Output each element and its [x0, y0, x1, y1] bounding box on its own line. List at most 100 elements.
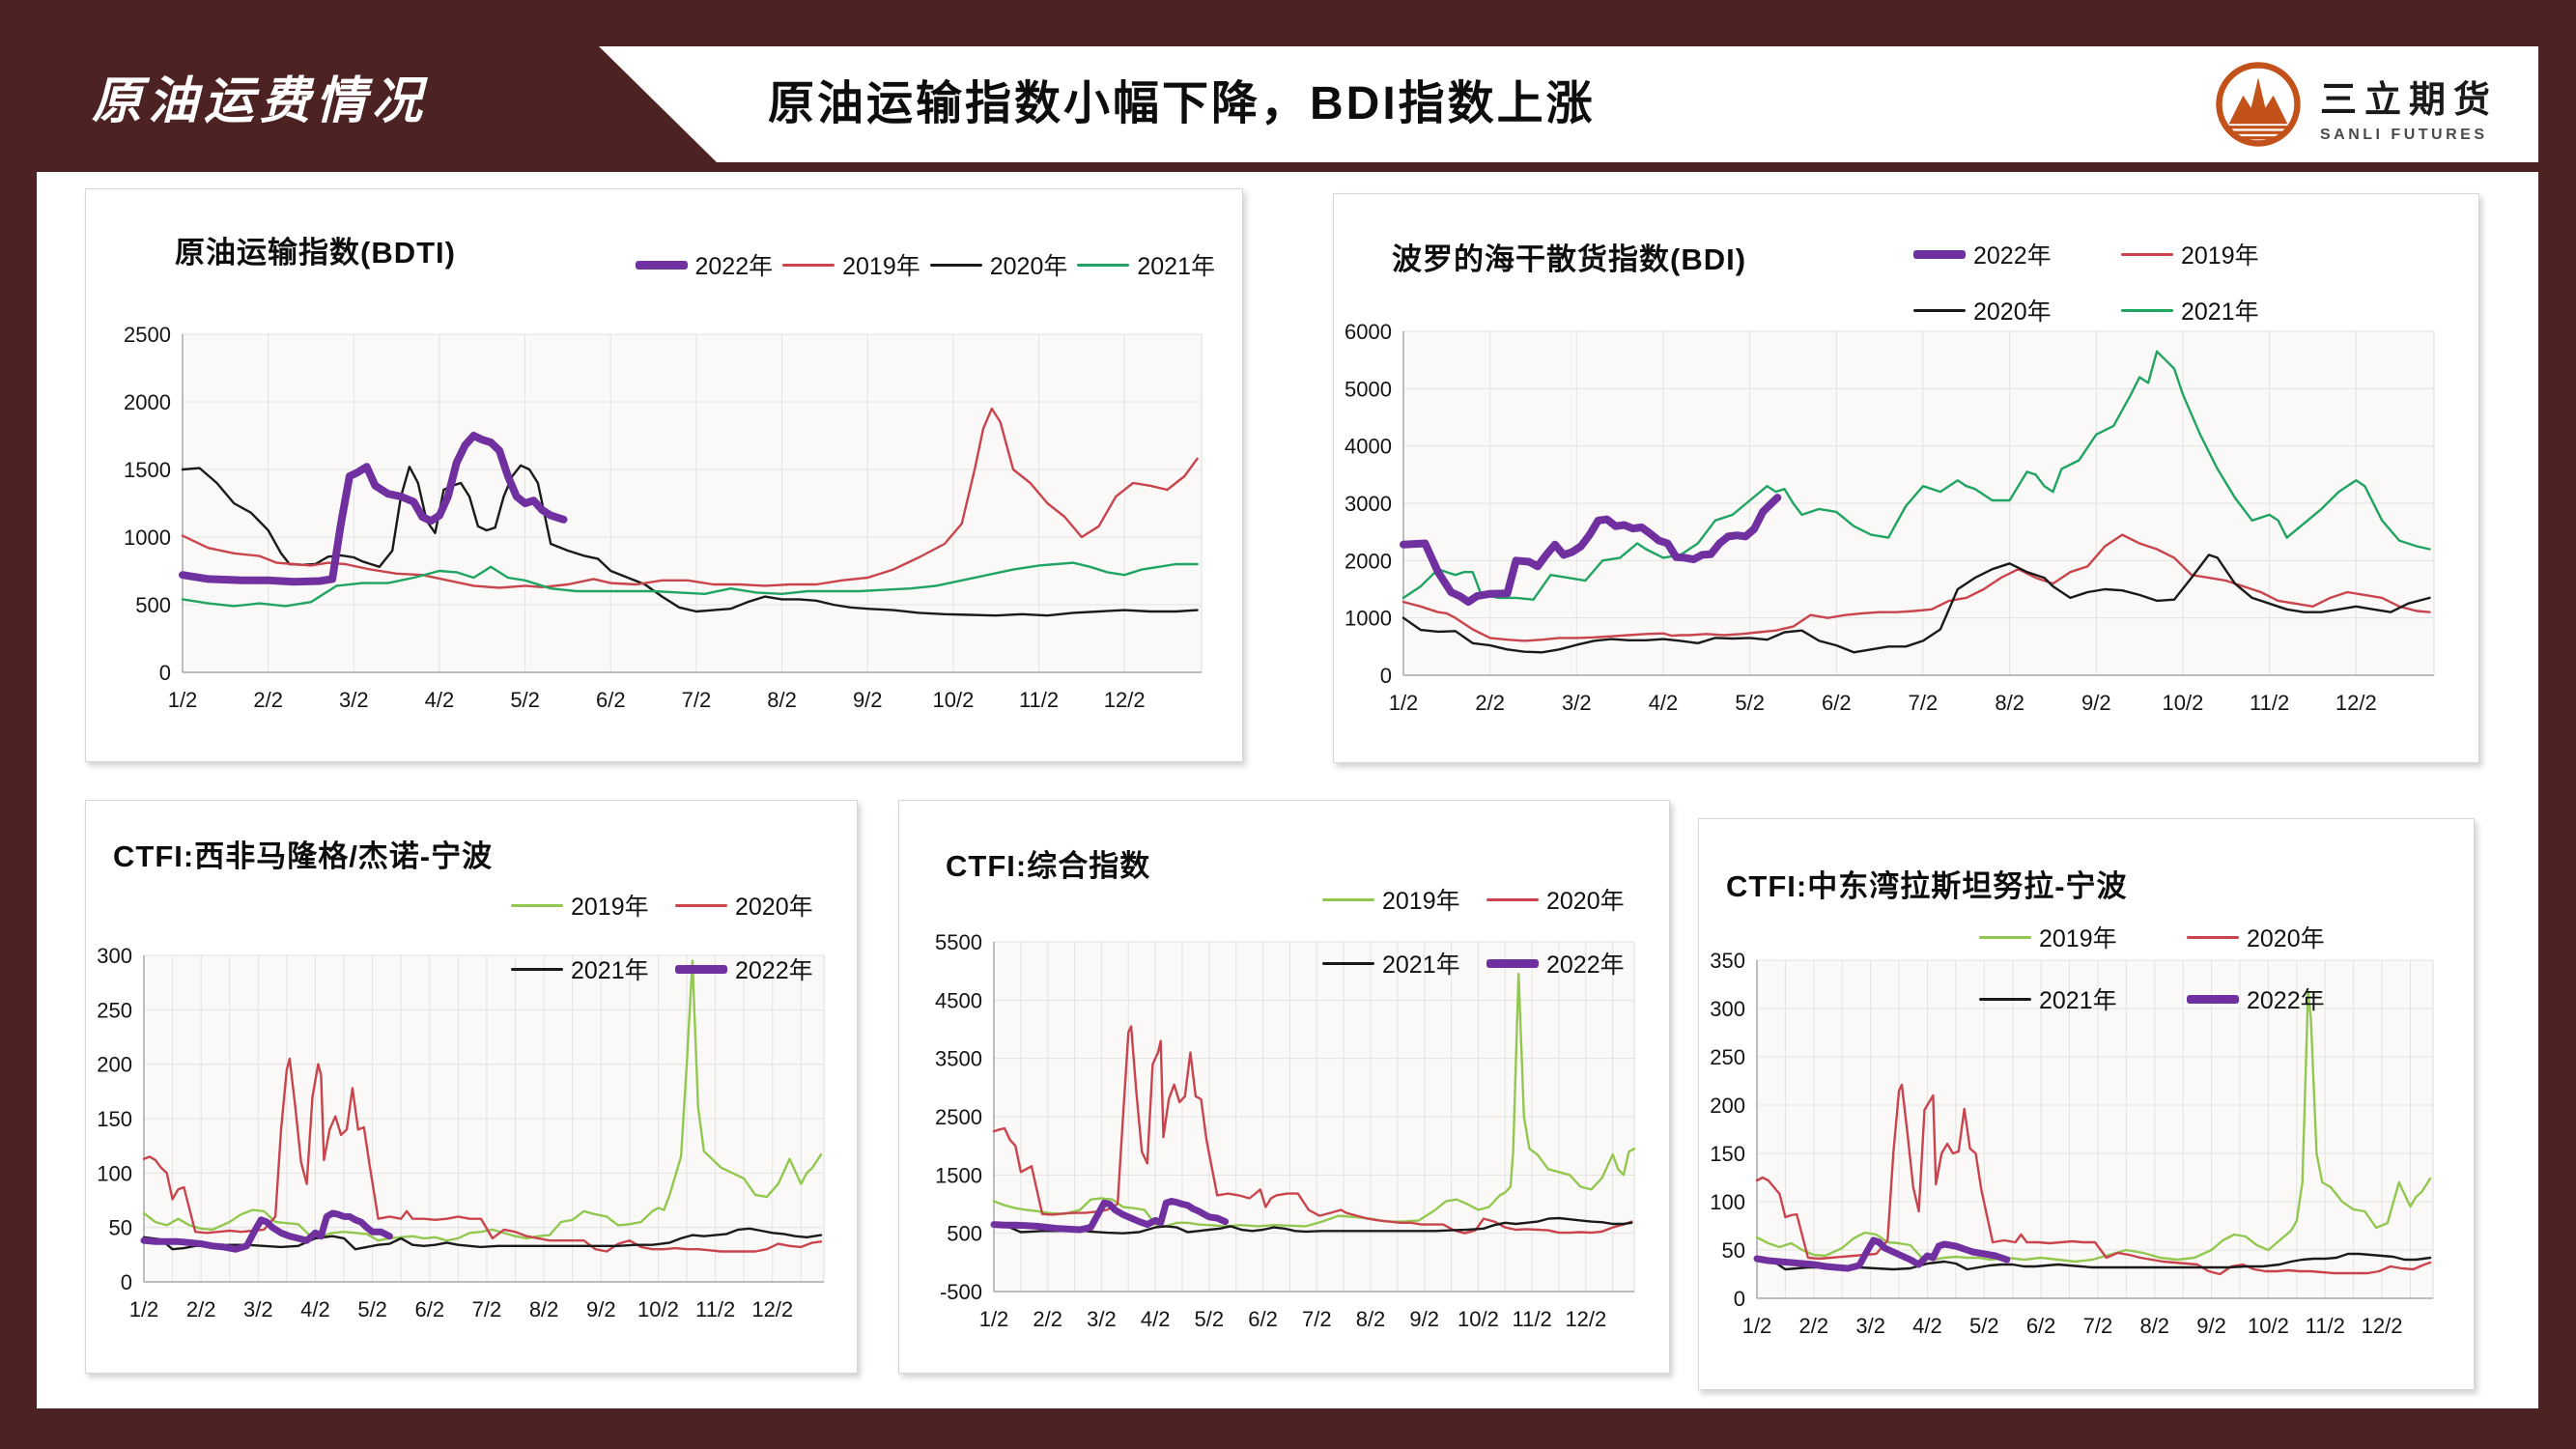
legend-label: 2022年 [694, 253, 774, 280]
svg-text:3500: 3500 [935, 1047, 982, 1071]
svg-text:12/2: 12/2 [2362, 1314, 2403, 1338]
svg-text:10/2: 10/2 [2248, 1314, 2289, 1338]
legend-swatch [2187, 994, 2239, 1004]
legend-item: 2021年 [2121, 293, 2329, 327]
svg-text:10/2: 10/2 [637, 1297, 679, 1321]
svg-text:0: 0 [1734, 1287, 1745, 1311]
svg-text:250: 250 [1710, 1045, 1745, 1069]
svg-text:1000: 1000 [1345, 607, 1392, 631]
legend-label: 2019年 [842, 253, 920, 280]
ctfi-composite-chart-card: -500 500 1500 2500 3500 4500 5500 1/2 2/2 3/2 4/2 5… [898, 800, 1670, 1374]
legend-swatch [1486, 958, 1539, 968]
legend-item: 2022年 [635, 247, 774, 282]
legend-item: 2022年 [2187, 981, 2394, 1016]
svg-text:6/2: 6/2 [415, 1297, 445, 1321]
svg-text:0: 0 [159, 661, 171, 685]
legend-item: 2020年 [1486, 882, 1651, 917]
ctfi-middle-east-chart-card: 0 50 100 150 200 250 300 350 1/2 2/2 3/2 4/2 5/2 6/2 7… [1698, 818, 2475, 1390]
svg-text:5/2: 5/2 [1969, 1314, 1999, 1338]
bdti-plot: 0 500 1000 1500 2000 2500 1/2 2/2 3/2 4/2 5/2 6/2 7/… [124, 323, 1203, 712]
svg-text:500: 500 [947, 1222, 982, 1246]
svg-text:300: 300 [97, 944, 132, 968]
legend-item: 2020年 [929, 247, 1067, 282]
svg-text:9/2: 9/2 [853, 688, 883, 712]
legend-swatch [1979, 935, 2031, 939]
legend-label: 2019年 [2039, 925, 2117, 952]
svg-text:100: 100 [97, 1161, 132, 1185]
legend-label: 2022年 [735, 957, 813, 984]
svg-text:4/2: 4/2 [425, 688, 455, 712]
legend-label: 2021年 [571, 957, 649, 984]
svg-text:-500: -500 [940, 1280, 982, 1304]
svg-text:250: 250 [97, 998, 132, 1022]
legend-swatch [1322, 961, 1374, 965]
svg-text:7/2: 7/2 [2083, 1314, 2113, 1338]
legend-item: 2019年 [782, 247, 920, 282]
svg-text:50: 50 [109, 1216, 132, 1240]
title-band: 原油运输指数小幅下降，BDI指数上涨 三立期货 SANLI FUTURES [599, 46, 2538, 162]
svg-text:2500: 2500 [935, 1105, 982, 1129]
legend-swatch [511, 903, 563, 907]
svg-text:2/2: 2/2 [253, 688, 283, 712]
legend-label: 2022年 [1973, 242, 2052, 270]
svg-text:10/2: 10/2 [2163, 691, 2204, 715]
bdi-plot: 0 1000 2000 3000 4000 5000 6000 1/2 2/2 3/2 4/2 5/2… [1345, 320, 2435, 715]
legend-item: 2021年 [1322, 946, 1486, 980]
legend-item: 2021年 [511, 952, 675, 986]
svg-text:3000: 3000 [1345, 492, 1392, 516]
ctfi-west-africa-plot: 0 50 100 150 200 250 300 1/2 2/2 3/2 4/2 5/2 6/2 7/2 8… [97, 944, 825, 1321]
svg-text:7/2: 7/2 [682, 688, 712, 712]
ctfi-composite-legend: 2019年 2020年 2021年 2022年 [1322, 882, 1651, 980]
legend-item: 2022年 [1913, 237, 2121, 271]
svg-text:5/2: 5/2 [1195, 1307, 1225, 1331]
svg-text:3/2: 3/2 [1562, 691, 1592, 715]
svg-text:9/2: 9/2 [2196, 1314, 2226, 1338]
svg-text:150: 150 [1710, 1142, 1745, 1166]
ctfi-middle-east-chart-title: CTFI:中东湾拉斯坦努拉-宁波 [1726, 869, 2128, 903]
legend-label: 2022年 [2247, 987, 2325, 1014]
svg-text:1/2: 1/2 [168, 688, 198, 712]
ctfi-middle-east-legend: 2019年 2020年 2021年 2022年 [1979, 920, 2394, 1016]
svg-text:1/2: 1/2 [1389, 691, 1419, 715]
legend-label: 2021年 [2039, 987, 2117, 1014]
legend-item: 2021年 [1979, 981, 2187, 1016]
legend-label: 2022年 [1546, 952, 1625, 979]
svg-text:100: 100 [1710, 1190, 1745, 1214]
legend-swatch [675, 964, 727, 974]
svg-text:9/2: 9/2 [586, 1297, 616, 1321]
sanli-logo-icon [2214, 60, 2303, 154]
legend-label: 2020年 [2247, 925, 2325, 952]
legend-swatch [1979, 997, 2031, 1001]
svg-text:5500: 5500 [935, 930, 982, 954]
svg-text:6/2: 6/2 [1248, 1307, 1278, 1331]
svg-text:2000: 2000 [124, 390, 171, 414]
svg-text:150: 150 [97, 1107, 132, 1131]
svg-text:2/2: 2/2 [186, 1297, 216, 1321]
legend-item: 2020年 [675, 888, 839, 923]
svg-text:5000: 5000 [1345, 377, 1392, 401]
ctfi-composite-chart-title: CTFI:综合指数 [946, 849, 1151, 883]
legend-swatch [2187, 935, 2239, 939]
svg-text:1000: 1000 [124, 526, 171, 550]
svg-text:1/2: 1/2 [129, 1297, 159, 1321]
bdti-legend: 2022年 2019年 2020年 2021年 [635, 247, 1215, 282]
legend-item: 2019年 [1979, 920, 2187, 954]
svg-text:3/2: 3/2 [243, 1297, 273, 1321]
logo-name-en: SANLI FUTURES [2319, 127, 2488, 143]
svg-text:9/2: 9/2 [1409, 1307, 1439, 1331]
sanli-futures-logo: 三立期货 SANLI FUTURES [2214, 60, 2498, 154]
legend-swatch [1913, 308, 1966, 312]
legend-swatch [511, 967, 563, 971]
legend-item: 2021年 [1077, 247, 1215, 282]
svg-text:6/2: 6/2 [596, 688, 626, 712]
svg-text:500: 500 [135, 593, 171, 617]
svg-text:1/2: 1/2 [979, 1307, 1009, 1331]
bdi-chart-title: 波罗的海干散货指数(BDI) [1392, 242, 1747, 276]
legend-item: 2020年 [2187, 920, 2394, 954]
svg-text:5/2: 5/2 [357, 1297, 387, 1321]
svg-text:4/2: 4/2 [1141, 1307, 1171, 1331]
legend-label: 2020年 [735, 894, 813, 921]
legend-item: 2020年 [1913, 293, 2121, 327]
legend-swatch [1913, 249, 1966, 259]
